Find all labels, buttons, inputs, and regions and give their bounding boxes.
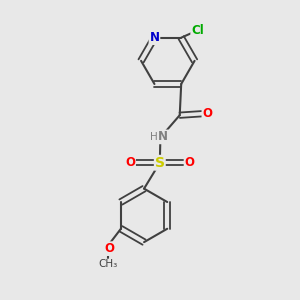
Text: H: H [150,132,158,142]
Text: N: N [149,31,160,44]
Text: CH₃: CH₃ [98,260,117,269]
Text: S: S [155,156,165,170]
Text: O: O [125,156,135,169]
Text: N: N [158,130,168,143]
Text: O: O [202,107,212,120]
Text: Cl: Cl [191,24,204,37]
Text: O: O [184,156,194,169]
Text: O: O [104,242,114,255]
